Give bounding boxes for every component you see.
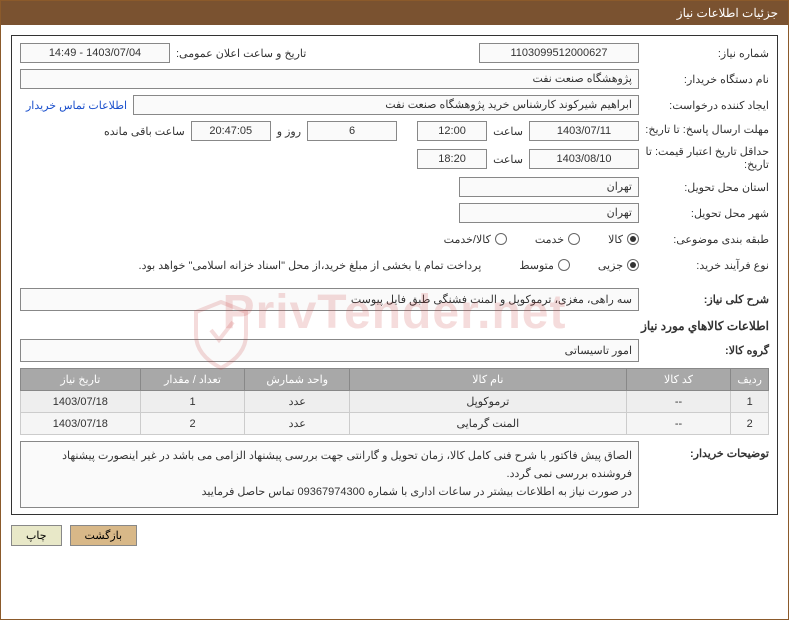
deadline-time-field: 12:00 (417, 121, 487, 141)
table-header-cell: ردیف (731, 369, 769, 391)
radio-both[interactable] (495, 233, 507, 245)
need-number-label: شماره نیاز: (639, 47, 769, 60)
time-label-2: ساعت (487, 153, 529, 166)
days-suffix: روز و (271, 125, 307, 138)
city-label: شهر محل تحویل: (639, 207, 769, 220)
table-cell: -- (626, 413, 731, 435)
table-cell: 1 (140, 391, 245, 413)
deadline-date-field: 1403/07/11 (529, 121, 639, 141)
table-row: 1--ترموکوپلعدد11403/07/18 (21, 391, 769, 413)
summary-box: سه راهی، مغزی، ترموکوپل و المنت فشنگی طب… (20, 288, 639, 311)
table-header-cell: تعداد / مقدار (140, 369, 245, 391)
time-label-1: ساعت (487, 125, 529, 138)
radio-small[interactable] (627, 259, 639, 271)
province-label: استان محل تحویل: (639, 181, 769, 194)
radio-goods-label: کالا (608, 233, 623, 246)
radio-small-label: جزیی (598, 259, 623, 272)
requester-field: ابراهیم شیرکوند کارشناس خرید پژوهشگاه صن… (133, 95, 639, 115)
requester-label: ایجاد کننده درخواست: (639, 99, 769, 112)
province-field: تهران (459, 177, 639, 197)
countdown-field: 20:47:05 (191, 121, 271, 141)
table-cell: عدد (245, 413, 350, 435)
buyer-notes-label: توضیحات خریدار: (639, 441, 769, 460)
buyer-org-label: نام دستگاه خریدار: (639, 73, 769, 86)
table-row: 2--المنت گرماییعدد21403/07/18 (21, 413, 769, 435)
days-remain-field: 6 (307, 121, 397, 141)
buyer-notes-box: الصاق پیش فاکتور با شرح فنی کامل کالا، ز… (20, 441, 639, 508)
announce-label: تاریخ و ساعت اعلان عمومی: (170, 47, 312, 60)
validity-date-field: 1403/08/10 (529, 149, 639, 169)
print-button[interactable]: چاپ (11, 525, 62, 546)
table-header-cell: تاریخ نیاز (21, 369, 141, 391)
table-cell: 1 (731, 391, 769, 413)
table-cell: 2 (140, 413, 245, 435)
items-table-wrap: ردیفکد کالانام کالاواحد شمارشتعداد / مقد… (20, 368, 769, 435)
radio-both-label: کالا/خدمت (444, 233, 491, 246)
group-label: گروه کالا: (639, 344, 769, 357)
category-label: طبقه بندی موضوعی: (639, 233, 769, 246)
need-number-field: 1103099512000627 (479, 43, 639, 63)
buyer-notes-line2: در صورت نیاز به اطلاعات بیشتر در ساعات ا… (27, 484, 632, 502)
announce-field: 1403/07/04 - 14:49 (20, 43, 170, 63)
validity-time-field: 18:20 (417, 149, 487, 169)
table-cell: -- (626, 391, 731, 413)
button-row: چاپ بازگشت (11, 525, 778, 546)
table-header-cell: نام کالا (350, 369, 627, 391)
items-table: ردیفکد کالانام کالاواحد شمارشتعداد / مقد… (20, 368, 769, 435)
buyer-org-field: پژوهشگاه صنعت نفت (20, 69, 639, 89)
table-cell: عدد (245, 391, 350, 413)
items-section-header: اطلاعات کالاهاي مورد نياز (20, 319, 769, 333)
table-cell: 1403/07/18 (21, 413, 141, 435)
contact-link[interactable]: اطلاعات تماس خریدار (20, 99, 133, 112)
table-header-cell: واحد شمارش (245, 369, 350, 391)
panel-header: جزئیات اطلاعات نیاز (1, 1, 788, 25)
buyer-notes-line1: الصاق پیش فاکتور با شرح فنی کامل کالا، ز… (27, 448, 632, 483)
category-radio-group: کالا خدمت کالا/خدمت (444, 233, 639, 246)
panel-title: جزئیات اطلاعات نیاز (677, 6, 778, 20)
remaining-suffix: ساعت باقی مانده (98, 125, 191, 138)
summary-label: شرح کلی نیاز: (639, 293, 769, 306)
group-box: امور تاسیساتی (20, 339, 639, 362)
purchase-type-radio-group: جزیی متوسط (519, 259, 639, 272)
form-container: شماره نیاز: 1103099512000627 تاریخ و ساع… (11, 35, 778, 515)
payment-note: پرداخت تمام یا بخشی از مبلغ خرید،از محل … (139, 259, 490, 272)
city-field: تهران (459, 203, 639, 223)
table-cell: ترموکوپل (350, 391, 627, 413)
radio-service[interactable] (568, 233, 580, 245)
table-cell: المنت گرمایی (350, 413, 627, 435)
back-button[interactable]: بازگشت (70, 525, 138, 546)
radio-medium[interactable] (558, 259, 570, 271)
table-header-cell: کد کالا (626, 369, 731, 391)
radio-goods[interactable] (627, 233, 639, 245)
table-cell: 2 (731, 413, 769, 435)
deadline-label: مهلت ارسال پاسخ: تا تاریخ: (639, 124, 769, 137)
purchase-type-label: نوع فرآیند خرید: (639, 259, 769, 272)
validity-label: حداقل تاریخ اعتبار قیمت: تا تاریخ: (639, 146, 769, 172)
radio-medium-label: متوسط (519, 259, 554, 272)
table-cell: 1403/07/18 (21, 391, 141, 413)
radio-service-label: خدمت (535, 233, 564, 246)
